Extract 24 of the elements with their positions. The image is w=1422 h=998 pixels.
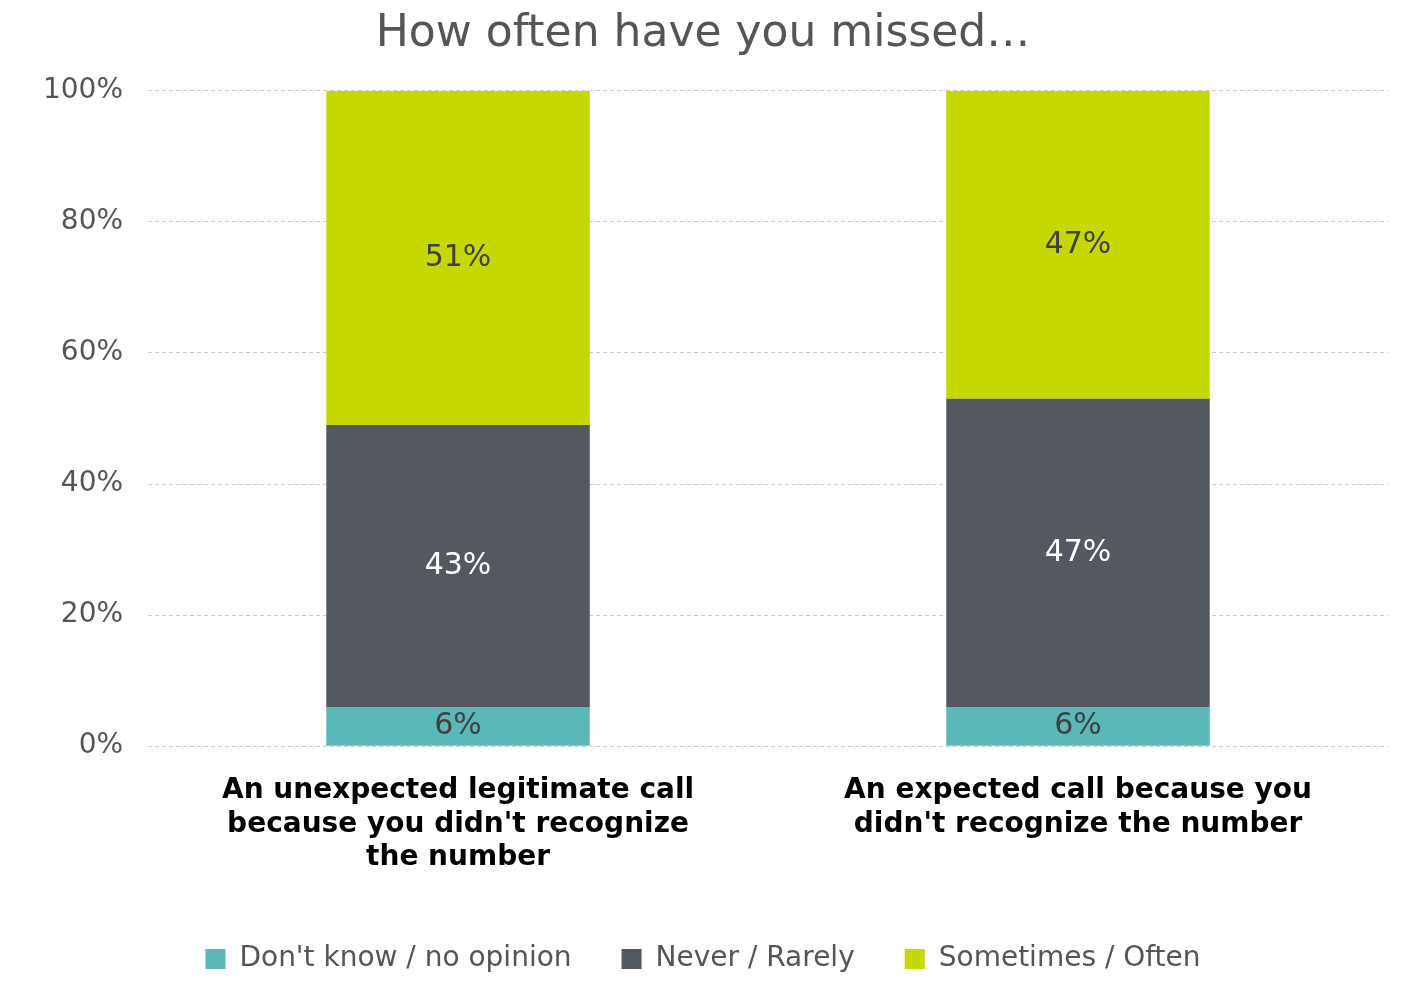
bar <box>946 398 1210 707</box>
bar <box>326 425 590 707</box>
legend-label: Don't know / no opinion <box>239 940 572 974</box>
bar <box>946 90 1210 399</box>
data-label: 47% <box>1044 224 1112 260</box>
y-tick-label: 60% <box>60 334 124 368</box>
data-label: 47% <box>1044 532 1112 568</box>
y-tick-label: 100% <box>42 72 124 106</box>
y-tick-label: 80% <box>60 203 124 237</box>
bar <box>326 90 590 426</box>
chart-title: How often have you missed… <box>375 4 1031 56</box>
x-tick-label: An unexpected legitimate call because you didn't recognize the number <box>221 772 695 873</box>
data-label: 6% <box>434 706 482 742</box>
bar <box>946 706 1210 746</box>
x-tick-label: An expected call because you didn't recognize the number <box>844 772 1312 839</box>
bar <box>326 706 590 746</box>
y-tick-label: 20% <box>60 596 124 630</box>
legend-label: Never / Rarely <box>655 940 855 974</box>
data-label: 51% <box>424 237 492 273</box>
data-label: 43% <box>424 545 492 581</box>
data-label: 6% <box>1054 706 1102 742</box>
legend-label: Sometimes / Often <box>938 940 1201 974</box>
y-tick-label: 40% <box>60 465 124 499</box>
y-tick-label: 0% <box>78 727 124 761</box>
